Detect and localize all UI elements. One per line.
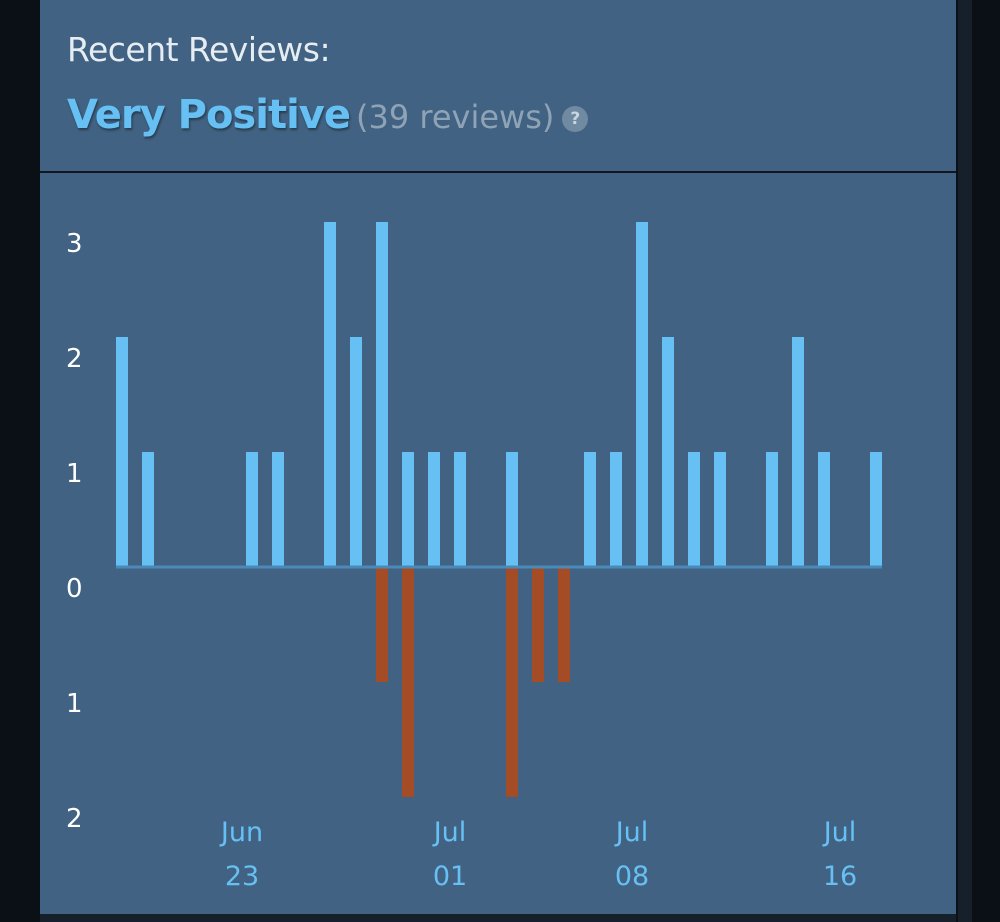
y-tick-label: 2 bbox=[66, 804, 83, 834]
x-tick-month: Jun bbox=[219, 817, 263, 848]
positive-bar bbox=[454, 452, 466, 567]
y-tick-label: 2 bbox=[66, 344, 83, 374]
positive-bar bbox=[662, 337, 674, 567]
rating-label[interactable]: Very Positive bbox=[67, 92, 351, 138]
x-tick-day: 16 bbox=[823, 861, 857, 892]
x-tick-day: 23 bbox=[225, 861, 259, 892]
x-tick-month: Jul bbox=[614, 817, 649, 848]
positive-bar bbox=[792, 337, 804, 567]
recent-reviews-panel: Recent Reviews: Very Positive (39 reviews… bbox=[40, 0, 956, 922]
positive-bar bbox=[324, 222, 336, 567]
y-tick-label: 0 bbox=[66, 574, 83, 604]
positive-bar bbox=[870, 452, 882, 567]
negative-bar bbox=[506, 567, 518, 797]
negative-bar bbox=[532, 567, 544, 682]
positive-bar bbox=[506, 452, 518, 567]
x-tick-day: 01 bbox=[433, 861, 467, 892]
positive-bar bbox=[428, 452, 440, 567]
panel-footer-divider bbox=[40, 914, 956, 922]
y-tick-label: 3 bbox=[66, 229, 83, 259]
positive-bar bbox=[376, 222, 388, 567]
positive-bar bbox=[246, 452, 258, 567]
positive-bar bbox=[714, 452, 726, 567]
x-tick-month: Jul bbox=[822, 817, 857, 848]
reviews-header: Recent Reviews: Very Positive (39 reviews… bbox=[40, 0, 956, 173]
section-title: Recent Reviews: bbox=[67, 30, 331, 69]
window-edge bbox=[958, 0, 972, 922]
review-count: (39 reviews) bbox=[355, 98, 555, 136]
positive-bar bbox=[766, 452, 778, 567]
x-tick-day: 08 bbox=[615, 861, 649, 892]
x-tick-month: Jul bbox=[432, 817, 467, 848]
positive-bar bbox=[688, 452, 700, 567]
question-mark-icon[interactable]: ? bbox=[562, 106, 589, 132]
positive-bar bbox=[636, 222, 648, 567]
positive-bar bbox=[610, 452, 622, 567]
negative-bar bbox=[376, 567, 388, 682]
positive-bar bbox=[402, 452, 414, 567]
positive-bar bbox=[818, 452, 830, 567]
review-summary: Very Positive (39 reviews)? bbox=[67, 92, 589, 138]
y-tick-label: 1 bbox=[66, 459, 83, 489]
zero-baseline bbox=[116, 565, 882, 569]
negative-bar bbox=[558, 567, 570, 682]
positive-bar bbox=[116, 337, 128, 567]
positive-bar bbox=[142, 452, 154, 567]
y-tick-label: 1 bbox=[66, 689, 83, 719]
positive-bar bbox=[350, 337, 362, 567]
positive-bar bbox=[584, 452, 596, 567]
negative-bar bbox=[402, 567, 414, 797]
positive-bar bbox=[272, 452, 284, 567]
